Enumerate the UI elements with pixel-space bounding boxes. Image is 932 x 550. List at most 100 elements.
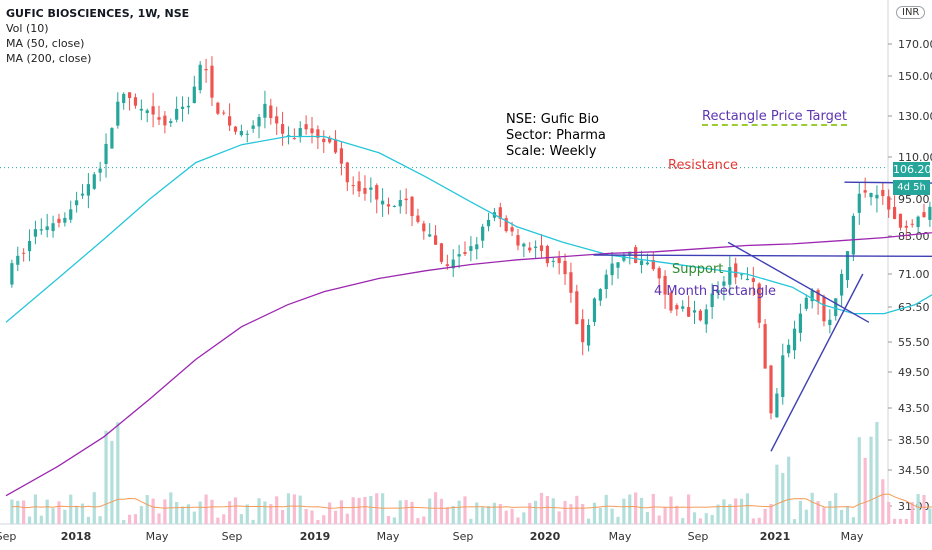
candle-body [722,281,726,286]
candle-body [57,218,61,223]
info-text: NSE: Gufic Bio Sector: Pharma Scale: Wee… [506,112,606,160]
candle-body [745,278,750,281]
candle-body [657,268,661,279]
candle-body [463,252,467,255]
candle-body [645,262,650,265]
candle-body [163,115,167,126]
volume-bar [481,507,485,524]
candle-body [251,125,255,129]
candle-body [33,229,38,237]
candle-body [257,117,261,127]
volume-bar [33,494,38,524]
volume-bar [545,496,549,524]
volume-bar [127,514,132,524]
volume-bar [92,492,96,524]
volume-bar [292,494,296,524]
candle-body [75,200,79,206]
candle-body [504,218,508,232]
legend-ma50: MA (50, close) [6,37,85,50]
candle-body [110,128,114,149]
candle-body [481,226,485,241]
x-tick-label: 2018 [61,530,92,543]
candle-body [328,137,332,143]
info-line-1: NSE: Gufic Bio [506,112,599,127]
candle-body [27,241,32,252]
candle-body [622,255,626,261]
volume-bar [751,518,755,524]
volume-bar [357,497,361,524]
volume-bar [351,497,355,524]
ma50-line [5,135,932,323]
candle-body [80,193,85,196]
volume-bar [210,499,214,524]
candle-body [386,204,391,207]
volume-bar [710,514,714,524]
volume-bar [122,519,126,524]
volume-bar [769,503,773,524]
volume-bar [910,502,914,524]
candle-body [522,243,526,247]
y-tick-label: 83.00 [898,230,930,243]
volume-bar [186,504,191,524]
volume-bar [634,492,638,524]
candle-body [116,101,120,126]
x-tick-label: May [609,530,632,543]
volume-bar [151,498,155,524]
candle-body [734,263,738,278]
candle-body [798,313,803,333]
candle-body [228,116,232,126]
candle-body [781,355,785,397]
volume-bar [104,430,108,524]
candle-body [469,246,473,251]
volume-bar [233,497,238,524]
candle-body [716,289,720,293]
candle-body [604,274,608,290]
info-line-3: Scale: Weekly [506,144,597,159]
volume-bar [439,498,444,524]
volume-bar [404,500,408,524]
candle-body [133,97,138,106]
volume-bar [392,517,396,524]
candle-body [445,264,449,267]
candle-body [598,289,602,301]
volume-bar [363,496,367,524]
candle-body [610,263,614,276]
candle-body [192,86,196,104]
volume-bar [722,499,726,524]
candle-body [333,139,338,153]
candle-body [675,305,679,310]
candle-body [186,105,191,108]
volume-bar [569,504,573,524]
x-tick-label: 2020 [530,530,561,543]
volume-bar [139,506,143,524]
candle-body [198,64,202,91]
candle-body [651,259,655,270]
volume-bar [280,509,285,524]
candle-body [410,196,414,217]
candle-body [157,117,161,120]
volume-bar [639,497,644,524]
currency-badge[interactable]: INR [896,6,926,19]
candle-body [739,274,744,276]
volume-bar [333,510,338,524]
volume-bar [57,501,61,524]
volume-bar [145,494,149,524]
volume-bar [704,513,708,524]
volume-bar [457,500,461,524]
volume-bar [669,496,673,524]
volume-bar [604,494,608,524]
volume-bar [216,517,220,524]
candle-body [475,244,479,250]
volume-bar [492,502,497,524]
volume-bar [398,500,402,524]
rectangle-annotation: 4 Month Rectangle [654,284,777,299]
x-tick-label: May [146,530,169,543]
candle-body [86,184,90,196]
volume-bar [692,512,697,524]
x-tick-label: May [377,530,400,543]
candle-body [898,213,903,228]
candle-body [775,393,779,418]
volume-bar [369,495,373,524]
candle-body [586,324,591,346]
